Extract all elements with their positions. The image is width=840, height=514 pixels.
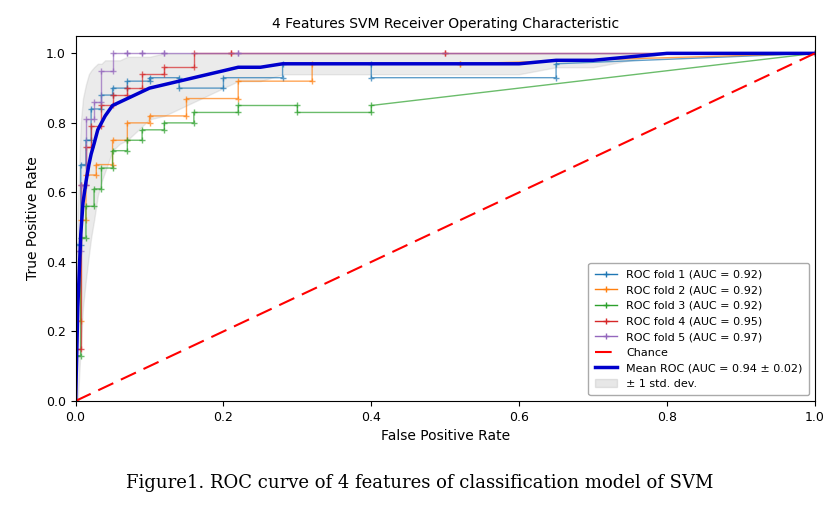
X-axis label: False Positive Rate: False Positive Rate	[381, 429, 510, 443]
Text: Figure1. ROC curve of 4 features of classification model of SVM: Figure1. ROC curve of 4 features of clas…	[126, 474, 714, 492]
Title: 4 Features SVM Receiver Operating Characteristic: 4 Features SVM Receiver Operating Charac…	[271, 16, 619, 31]
Legend: ROC fold 1 (AUC = 0.92), ROC fold 2 (AUC = 0.92), ROC fold 3 (AUC = 0.92), ROC f: ROC fold 1 (AUC = 0.92), ROC fold 2 (AUC…	[589, 263, 809, 395]
Y-axis label: True Positive Rate: True Positive Rate	[26, 157, 40, 280]
